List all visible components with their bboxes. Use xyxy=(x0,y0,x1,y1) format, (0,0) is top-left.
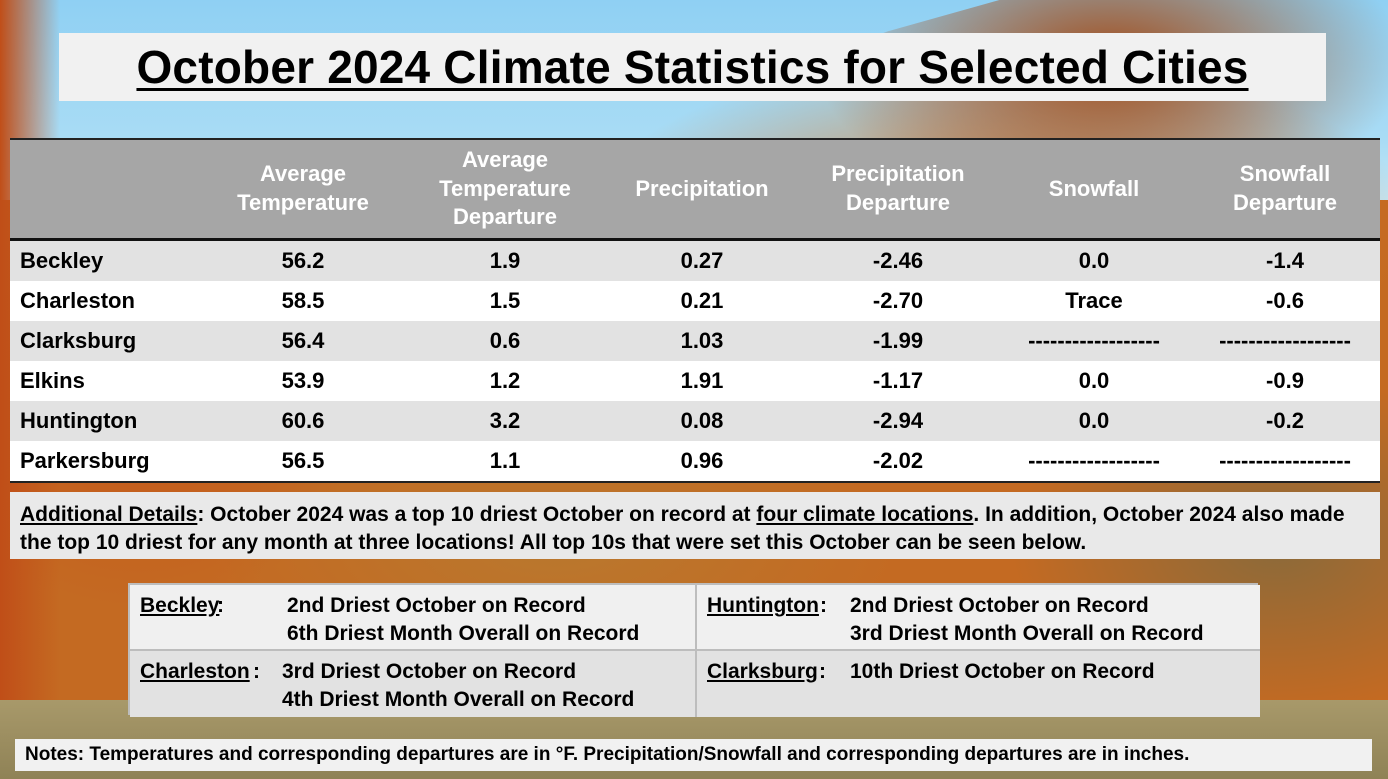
header-precipitation: Precipitation xyxy=(606,139,798,241)
precipitation-departure-cell: -2.94 xyxy=(798,401,998,441)
record-line: 2nd Driest October on Record xyxy=(287,594,586,617)
record-line: 3rd Driest Month Overall on Record xyxy=(850,621,1204,645)
record-cell-charleston: Charleston: 3rd Driest October on Record… xyxy=(130,651,697,717)
header-precipitation-departure: Precipitation Departure xyxy=(798,139,998,241)
city-cell: Clarksburg xyxy=(10,321,202,361)
record-line: 6th Driest Month Overall on Record xyxy=(287,621,640,645)
snowfall-cell: 0.0 xyxy=(998,239,1190,281)
additional-details-box: Additional Details: October 2024 was a t… xyxy=(10,492,1380,559)
precipitation-cell: 0.08 xyxy=(606,401,798,441)
avg-temp-cell: 53.9 xyxy=(202,361,404,401)
snowfall-cell: ------------------ xyxy=(998,321,1190,361)
avg-temp-departure-cell: 1.2 xyxy=(404,361,606,401)
precipitation-departure-cell: -2.02 xyxy=(798,441,998,482)
record-line: 4th Driest Month Overall on Record xyxy=(282,687,635,711)
snowfall-departure-cell: -0.2 xyxy=(1190,401,1380,441)
snowfall-departure-cell: ------------------ xyxy=(1190,321,1380,361)
snowfall-departure-cell: -1.4 xyxy=(1190,239,1380,281)
avg-temp-departure-cell: 0.6 xyxy=(404,321,606,361)
title-banner: October 2024 Climate Statistics for Sele… xyxy=(59,33,1326,101)
record-lines: 3rd Driest October on Record 4th Driest … xyxy=(282,658,634,714)
snowfall-departure-cell: ------------------ xyxy=(1190,441,1380,482)
precipitation-departure-cell: -2.70 xyxy=(798,281,998,321)
avg-temp-departure-cell: 1.1 xyxy=(404,441,606,482)
snowfall-cell: 0.0 xyxy=(998,361,1190,401)
climate-stats-table: Average Temperature Average Temperature … xyxy=(10,138,1380,483)
header-average-temperature: Average Temperature xyxy=(202,139,404,241)
record-city-colon: : xyxy=(217,594,224,617)
records-grid: Beckley: 2nd Driest October on Record 6t… xyxy=(128,583,1260,717)
details-text-1: : October 2024 was a top 10 driest Octob… xyxy=(197,503,757,526)
record-city-colon: : xyxy=(819,660,826,683)
snowfall-cell: Trace xyxy=(998,281,1190,321)
climate-locations-link: four climate locations xyxy=(756,503,974,526)
record-lines: 2nd Driest October on Record 3rd Driest … xyxy=(850,592,1204,648)
table-row: Charleston 58.5 1.5 0.21 -2.70 Trace -0.… xyxy=(10,281,1380,321)
table-header-row: Average Temperature Average Temperature … xyxy=(10,139,1380,241)
city-cell: Parkersburg xyxy=(10,441,202,482)
header-snowfall-departure: Snowfall Departure xyxy=(1190,139,1380,241)
precipitation-cell: 0.96 xyxy=(606,441,798,482)
table-row: Beckley 56.2 1.9 0.27 -2.46 0.0 -1.4 xyxy=(10,239,1380,281)
header-city xyxy=(10,139,202,241)
precipitation-cell: 1.91 xyxy=(606,361,798,401)
table-row: Huntington 60.6 3.2 0.08 -2.94 0.0 -0.2 xyxy=(10,401,1380,441)
record-line: 3rd Driest October on Record xyxy=(282,660,577,683)
precipitation-departure-cell: -1.17 xyxy=(798,361,998,401)
header-snowfall: Snowfall xyxy=(998,139,1190,241)
table-row: Elkins 53.9 1.2 1.91 -1.17 0.0 -0.9 xyxy=(10,361,1380,401)
record-line: 10th Driest October on Record xyxy=(850,660,1155,683)
avg-temp-cell: 58.5 xyxy=(202,281,404,321)
precipitation-departure-cell: -2.46 xyxy=(798,239,998,281)
avg-temp-departure-cell: 3.2 xyxy=(404,401,606,441)
record-line: 2nd Driest October on Record xyxy=(850,594,1149,617)
record-city-name: Huntington xyxy=(707,594,819,617)
record-lines: 2nd Driest October on Record 6th Driest … xyxy=(287,592,639,648)
city-cell: Charleston xyxy=(10,281,202,321)
precipitation-cell: 0.21 xyxy=(606,281,798,321)
city-cell: Huntington xyxy=(10,401,202,441)
snowfall-departure-cell: -0.9 xyxy=(1190,361,1380,401)
avg-temp-cell: 56.4 xyxy=(202,321,404,361)
record-cell-clarksburg: Clarksburg: 10th Driest October on Recor… xyxy=(697,651,1260,717)
record-city-name: Clarksburg xyxy=(707,660,818,683)
additional-details-label: Additional Details xyxy=(20,503,198,526)
record-city-colon: : xyxy=(253,660,260,683)
page-title: October 2024 Climate Statistics for Sele… xyxy=(136,41,1249,93)
avg-temp-departure-cell: 1.5 xyxy=(404,281,606,321)
record-city-name: Beckley xyxy=(140,594,220,617)
table-row: Parkersburg 56.5 1.1 0.96 -2.02 --------… xyxy=(10,441,1380,482)
snowfall-cell: 0.0 xyxy=(998,401,1190,441)
precipitation-departure-cell: -1.99 xyxy=(798,321,998,361)
record-cell-beckley: Beckley: 2nd Driest October on Record 6t… xyxy=(130,585,697,651)
precipitation-cell: 1.03 xyxy=(606,321,798,361)
header-average-temperature-departure: Average Temperature Departure xyxy=(404,139,606,241)
city-cell: Elkins xyxy=(10,361,202,401)
record-lines: 10th Driest October on Record xyxy=(850,658,1155,686)
record-city-name: Charleston xyxy=(140,660,250,683)
notes-footer: Notes: Temperatures and corresponding de… xyxy=(15,739,1372,771)
avg-temp-cell: 56.5 xyxy=(202,441,404,482)
avg-temp-departure-cell: 1.9 xyxy=(404,239,606,281)
city-cell: Beckley xyxy=(10,239,202,281)
table-row: Clarksburg 56.4 0.6 1.03 -1.99 ---------… xyxy=(10,321,1380,361)
avg-temp-cell: 60.6 xyxy=(202,401,404,441)
avg-temp-cell: 56.2 xyxy=(202,239,404,281)
record-city-colon: : xyxy=(820,594,827,617)
precipitation-cell: 0.27 xyxy=(606,239,798,281)
record-cell-huntington: Huntington: 2nd Driest October on Record… xyxy=(697,585,1260,651)
details-text-2: . In addition, October 2024 also made th… xyxy=(20,503,1345,554)
snowfall-departure-cell: -0.6 xyxy=(1190,281,1380,321)
snowfall-cell: ------------------ xyxy=(998,441,1190,482)
